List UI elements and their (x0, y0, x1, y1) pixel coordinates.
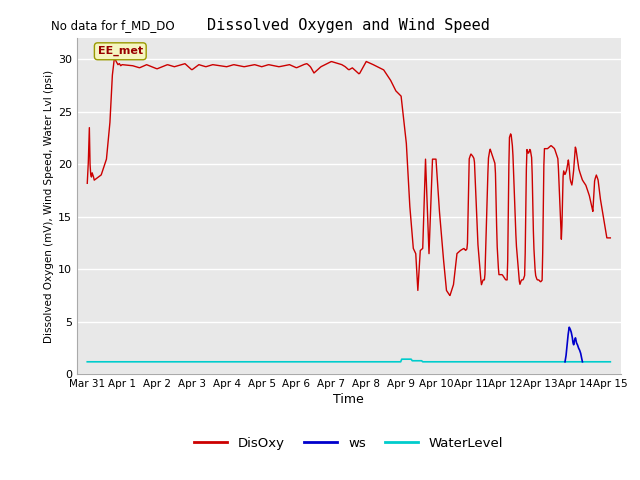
Title: Dissolved Oxygen and Wind Speed: Dissolved Oxygen and Wind Speed (207, 18, 490, 33)
Text: EE_met: EE_met (98, 46, 143, 57)
ws (572, 336, 579, 341)
ws (561, 359, 569, 365)
DisOxy (607, 235, 614, 241)
ws (565, 324, 573, 330)
Y-axis label: Dissolved Oxygen (mV), Wind Speed, Water Lvl (psi): Dissolved Oxygen (mV), Wind Speed, Water… (44, 70, 54, 343)
DisOxy (470, 155, 477, 160)
WaterLevel (83, 359, 91, 365)
ws (577, 353, 585, 359)
DisOxy (83, 180, 91, 186)
Line: ws: ws (565, 327, 582, 362)
ws (565, 325, 573, 331)
X-axis label: Time: Time (333, 394, 364, 407)
ws (570, 339, 578, 345)
DisOxy (225, 63, 233, 69)
WaterLevel (513, 359, 521, 365)
DisOxy (451, 271, 458, 277)
WaterLevel (395, 359, 403, 365)
WaterLevel (398, 356, 406, 362)
WaterLevel (607, 359, 614, 365)
Text: No data for f_MD_DO: No data for f_MD_DO (51, 19, 175, 32)
WaterLevel (595, 359, 603, 365)
DisOxy (543, 146, 550, 152)
WaterLevel (332, 359, 340, 365)
WaterLevel (335, 359, 342, 365)
ws (579, 359, 586, 365)
WaterLevel (367, 359, 374, 365)
Legend: DisOxy, ws, WaterLevel: DisOxy, ws, WaterLevel (189, 432, 509, 455)
ws (578, 356, 586, 361)
DisOxy (124, 62, 132, 68)
DisOxy (603, 235, 611, 240)
ws (564, 330, 572, 336)
DisOxy (111, 54, 118, 60)
Line: WaterLevel: WaterLevel (87, 359, 611, 362)
Line: DisOxy: DisOxy (87, 57, 611, 296)
DisOxy (446, 293, 454, 299)
